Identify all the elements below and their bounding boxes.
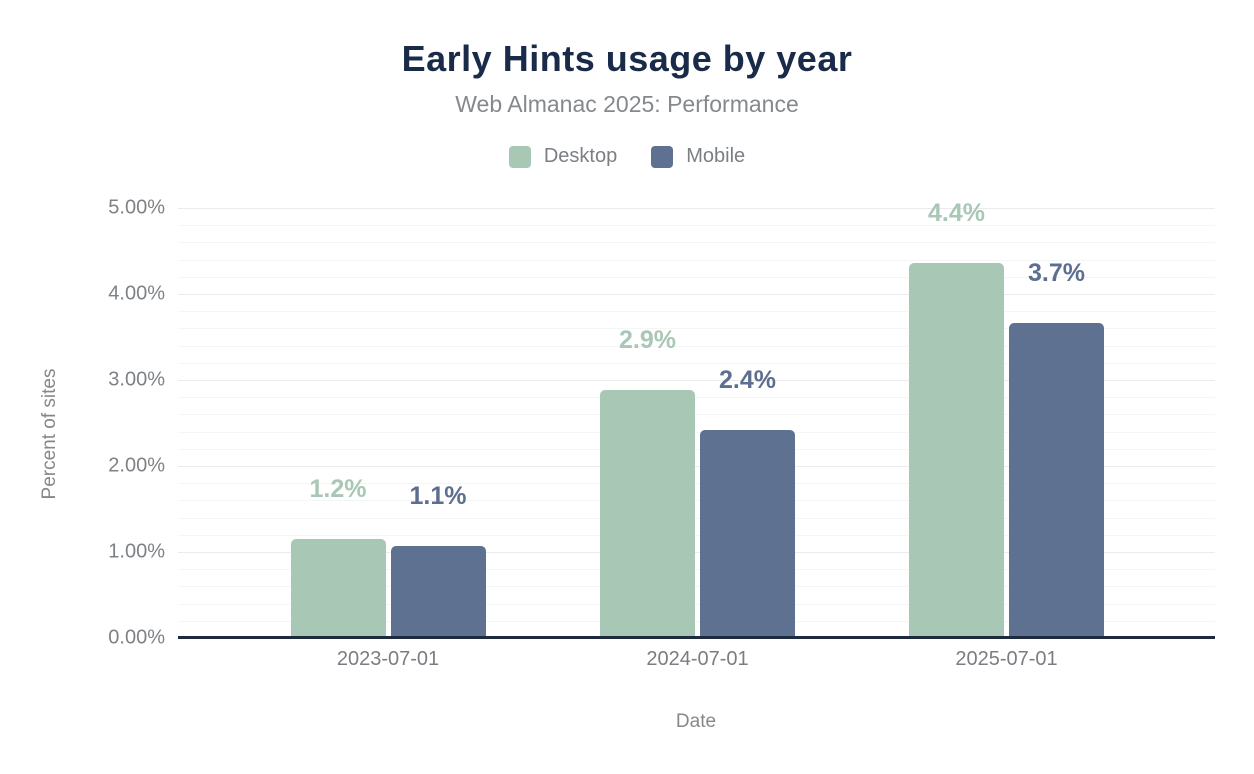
legend-item-desktop[interactable]: Desktop <box>508 145 618 168</box>
major-gridline <box>178 552 1215 553</box>
x-tick-label: 2025-07-01 <box>955 648 1058 670</box>
minor-gridline <box>178 363 1215 364</box>
minor-gridline <box>178 414 1215 415</box>
desktop-swatch-icon <box>508 145 531 168</box>
major-gridline <box>178 466 1215 467</box>
x-axis-line <box>178 636 1215 639</box>
minor-gridline <box>178 225 1215 226</box>
minor-gridline <box>178 260 1215 261</box>
minor-gridline <box>178 621 1215 622</box>
bar-value-label-desktop-2023-07-01: 1.2% <box>309 475 367 504</box>
minor-gridline <box>178 242 1215 243</box>
minor-gridline <box>178 604 1215 605</box>
minor-gridline <box>178 569 1215 570</box>
major-gridline <box>178 380 1215 381</box>
bar-value-label-desktop-2024-07-01: 2.9% <box>619 326 676 355</box>
legend: Desktop Mobile <box>0 145 1254 168</box>
bar-mobile-2025-07-01[interactable] <box>1009 323 1104 638</box>
x-axis-title: Date <box>675 711 717 732</box>
minor-gridline <box>178 432 1215 433</box>
mobile-swatch-icon <box>651 145 674 168</box>
legend-label-desktop: Desktop <box>543 145 618 167</box>
y-tick-label: 2.00% <box>108 454 165 477</box>
bar-desktop-2025-07-01[interactable] <box>909 263 1004 638</box>
bar-value-label-mobile-2023-07-01: 1.1% <box>409 481 467 510</box>
minor-gridline <box>178 483 1215 484</box>
minor-gridline <box>178 311 1215 312</box>
y-axis-title: Percent of sites <box>39 368 60 500</box>
chart-title: Early Hints usage by year <box>401 38 853 79</box>
minor-gridline <box>178 535 1215 536</box>
bar-value-label-desktop-2025-07-01: 4.4% <box>928 199 985 228</box>
bar-mobile-2024-07-01[interactable] <box>700 429 795 638</box>
y-tick-label: 5.00% <box>108 196 165 219</box>
minor-gridline <box>178 586 1215 587</box>
minor-gridline <box>178 397 1215 398</box>
y-tick-label: 4.00% <box>108 282 165 305</box>
major-gridline <box>178 294 1215 295</box>
minor-gridline <box>178 500 1215 501</box>
major-gridline <box>178 208 1215 209</box>
x-tick-label: 2024-07-01 <box>646 648 749 670</box>
bar-desktop-2024-07-01[interactable] <box>600 390 695 638</box>
y-tick-label: 1.00% <box>108 540 165 563</box>
bar-value-label-mobile-2024-07-01: 2.4% <box>719 365 776 394</box>
chart-subtitle: Web Almanac 2025: Performance <box>455 91 799 117</box>
x-tick-label: 2023-07-01 <box>336 648 440 670</box>
bar-desktop-2023-07-01[interactable] <box>290 539 386 638</box>
minor-gridline <box>178 277 1215 278</box>
legend-label-mobile: Mobile <box>686 145 746 167</box>
minor-gridline <box>178 449 1215 450</box>
legend-item-mobile[interactable]: Mobile <box>651 145 745 168</box>
y-tick-label: 3.00% <box>108 368 165 391</box>
bar-value-label-mobile-2025-07-01: 3.7% <box>1028 259 1085 288</box>
minor-gridline <box>178 518 1215 519</box>
minor-gridline <box>178 328 1215 329</box>
bar-mobile-2023-07-01[interactable] <box>390 545 486 638</box>
minor-gridline <box>178 346 1215 347</box>
y-tick-label: 0.00% <box>108 626 165 649</box>
